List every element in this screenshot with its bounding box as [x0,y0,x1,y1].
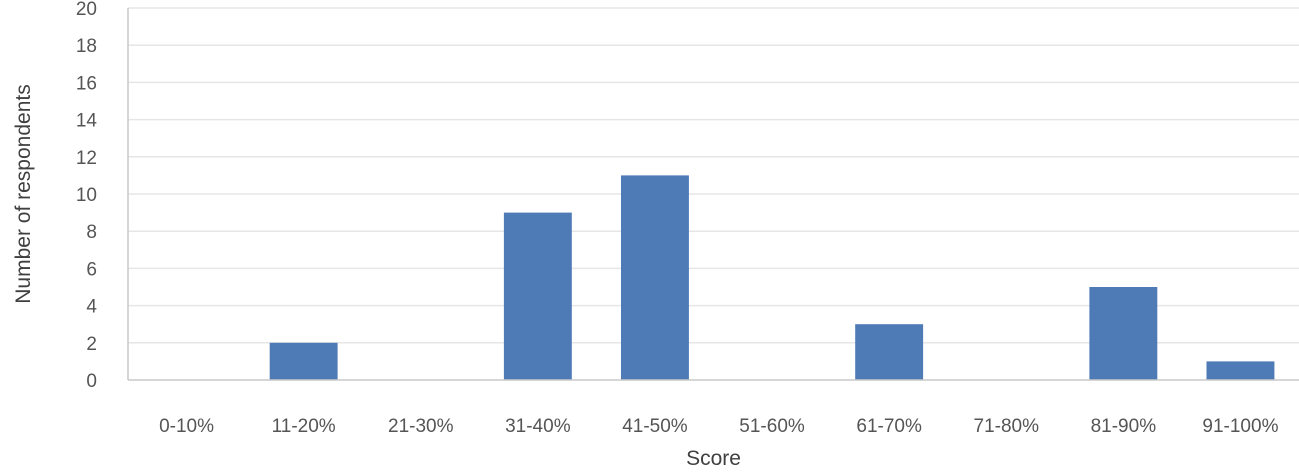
x-tick-label: 31-40% [505,416,571,437]
bar-81-90% [1089,287,1158,380]
y-tick-label: 2 [86,334,97,355]
gridlines [128,7,1299,344]
x-tick-label: 61-70% [856,416,922,437]
y-tick-label: 12 [76,148,97,169]
y-tick-label: 14 [76,111,98,132]
x-tick-label: 91-100% [1202,416,1278,437]
bar-31-40% [503,212,572,380]
x-tick-label: 71-80% [974,416,1040,437]
x-axis-title: Score [686,447,741,470]
bar-91-100% [1206,361,1275,380]
y-tick-label: 16 [76,73,97,94]
y-tick-labels: 0 2 4 6 8 10 12 14 16 18 20 [76,0,98,392]
y-tick-label: 4 [86,297,97,318]
x-tick-labels: 0-10% 11-20% 21-30% 31-40% 41-50% 51-60% 61-70… [159,416,1278,437]
y-tick-label: 6 [86,259,97,280]
bar-11-20% [269,342,338,380]
x-tick-label: 21-30% [388,416,454,437]
y-tick-label: 18 [76,36,97,57]
x-tick-label: 0-10% [159,416,214,437]
x-tick-label: 41-50% [622,416,688,437]
y-tick-label: 20 [76,0,97,20]
y-tick-label: 10 [76,185,97,206]
bar-61-70% [855,324,924,380]
bar-41-50% [620,175,689,380]
y-tick-label: 0 [86,371,97,392]
x-tick-label: 51-60% [739,416,805,437]
y-tick-label: 8 [86,222,97,243]
x-tick-label: 11-20% [272,416,336,437]
x-tick-label: 81-90% [1091,416,1157,437]
y-axis-title: Number of respondents [12,84,35,303]
axes [127,8,1299,381]
bars [269,175,1275,380]
